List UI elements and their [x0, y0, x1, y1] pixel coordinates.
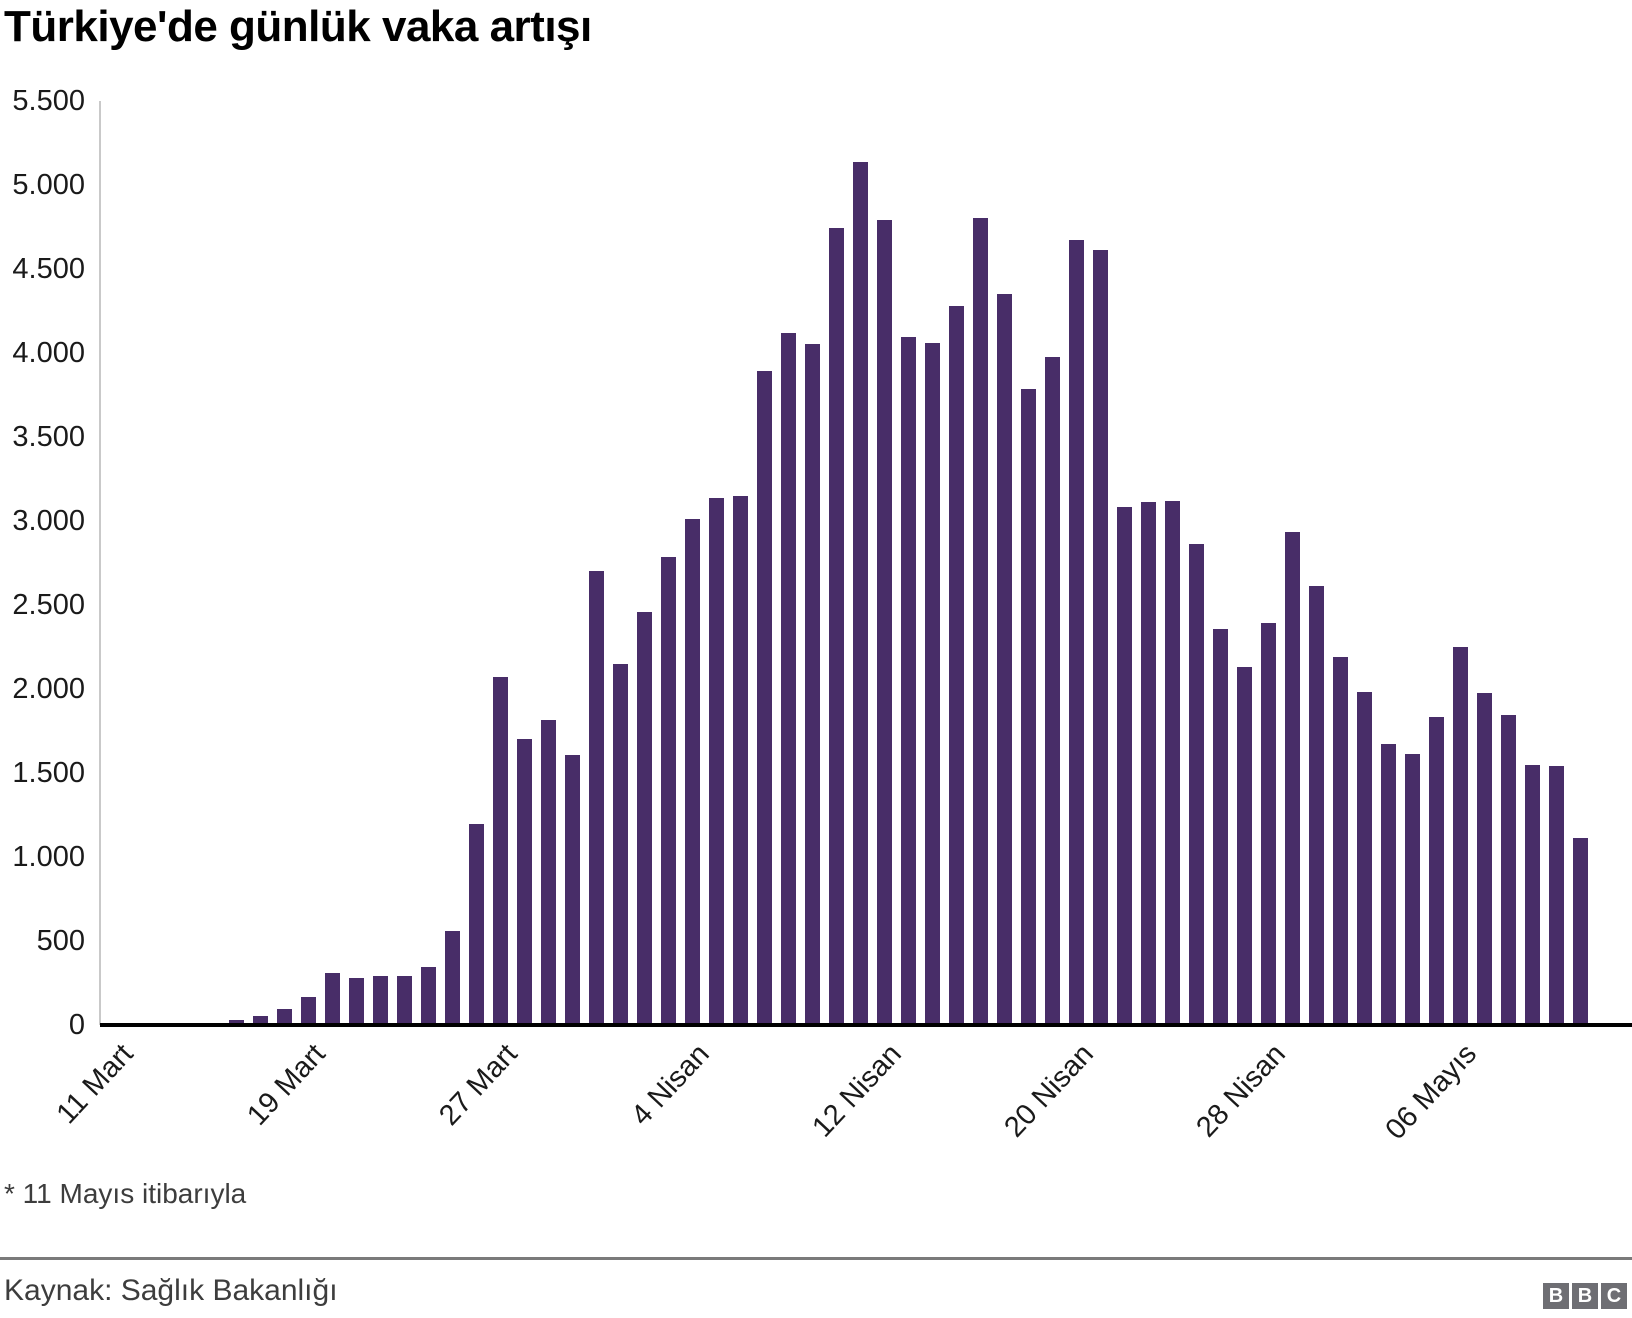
bar: [300, 996, 316, 1025]
bar: [1164, 500, 1180, 1025]
bbc-logo: B B C: [1543, 1283, 1627, 1309]
bar: [1068, 239, 1084, 1025]
y-axis-tick-label: 1.000: [12, 841, 85, 873]
y-axis-tick-label: 3.500: [12, 421, 85, 453]
bar: [492, 677, 508, 1025]
bar: [516, 738, 532, 1025]
y-axis-tick-label: 5.000: [12, 169, 85, 201]
chart-title: Türkiye'de günlük vaka artışı: [4, 2, 592, 51]
bar: [1548, 765, 1564, 1025]
y-axis-tick-label: 3.000: [12, 505, 85, 537]
x-axis-tick-label: 27 Mart: [432, 1038, 524, 1132]
bar: [924, 342, 940, 1025]
bar: [252, 1016, 268, 1025]
x-axis-tick-label: 19 Mart: [240, 1038, 332, 1132]
bar: [228, 1020, 244, 1025]
y-axis-tick-label: 4.000: [12, 337, 85, 369]
bar: [1188, 544, 1204, 1025]
bar: [540, 720, 556, 1025]
y-axis-tick-label: 5.500: [12, 85, 85, 117]
bar: [1140, 501, 1156, 1025]
bar: [1116, 507, 1132, 1025]
x-axis-tick-label: 11 Mart: [50, 1038, 140, 1131]
bar: [996, 293, 1012, 1025]
bar: [1212, 629, 1228, 1025]
bar: [1092, 250, 1108, 1025]
bar: [1020, 389, 1036, 1025]
y-axis-tick-label: 4.500: [12, 253, 85, 285]
bar: [1356, 691, 1372, 1025]
bar: [636, 612, 652, 1025]
source-label: Kaynak: Sağlık Bakanlığı: [4, 1274, 338, 1307]
y-axis-tick-label: 500: [36, 925, 85, 957]
bar: [1476, 692, 1492, 1025]
bar: [876, 220, 892, 1025]
bar: [1332, 657, 1348, 1025]
x-axis-tick-label: 20 Nisan: [997, 1038, 1100, 1144]
footnote: * 11 Mayıs itibarıyla: [4, 1178, 247, 1209]
bars: [100, 101, 1632, 1025]
bar: [348, 978, 364, 1025]
bar: [756, 371, 772, 1025]
bar: [444, 930, 460, 1025]
y-axis-tick-label: 0: [68, 1009, 85, 1041]
bar: [804, 343, 820, 1025]
bar: [732, 496, 748, 1025]
bar: [1044, 356, 1060, 1025]
bar: [948, 305, 964, 1025]
y-axis-tick-label: 2.000: [12, 673, 85, 705]
bar: [900, 337, 916, 1025]
bar: [420, 967, 436, 1025]
bar: [372, 976, 388, 1025]
bar: [468, 824, 484, 1025]
bar: [1380, 744, 1396, 1025]
bar: [852, 161, 868, 1025]
footer-divider: [0, 1257, 1632, 1260]
x-axis-tick-label: 06 Mayıs: [1379, 1038, 1484, 1146]
bar: [1572, 837, 1588, 1025]
x-axis-tick-label: 4 Nisan: [624, 1038, 716, 1132]
y-axis-tick-label: 1.500: [12, 757, 85, 789]
y-axis-tick-label: 2.500: [12, 589, 85, 621]
bar: [1308, 585, 1324, 1025]
bar: [396, 975, 412, 1025]
bar: [276, 1009, 292, 1025]
bar: [324, 972, 340, 1025]
x-axis-line: [100, 1023, 1632, 1027]
x-axis-tick-label: 28 Nisan: [1189, 1038, 1292, 1144]
bar: [1524, 765, 1540, 1025]
bbc-logo-letter: B: [1572, 1283, 1598, 1309]
bar: [684, 518, 700, 1025]
bar: [972, 218, 988, 1025]
x-axis-tick-label: 12 Nisan: [805, 1038, 908, 1144]
bar: [780, 333, 796, 1025]
bar: [1284, 531, 1300, 1025]
bar: [1260, 623, 1276, 1025]
bar: [1236, 667, 1252, 1025]
bar: [828, 227, 844, 1025]
y-axis-line: [99, 101, 101, 1025]
bar: [1452, 646, 1468, 1025]
bar: [1404, 753, 1420, 1025]
bar: [708, 498, 724, 1025]
bar: [1500, 714, 1516, 1025]
bar: [564, 754, 580, 1025]
bar: [1428, 717, 1444, 1025]
bar: [660, 556, 676, 1025]
bbc-logo-letter: B: [1543, 1283, 1569, 1309]
bar: [612, 664, 628, 1025]
bbc-logo-letter: C: [1601, 1283, 1627, 1309]
bar: [588, 570, 604, 1025]
